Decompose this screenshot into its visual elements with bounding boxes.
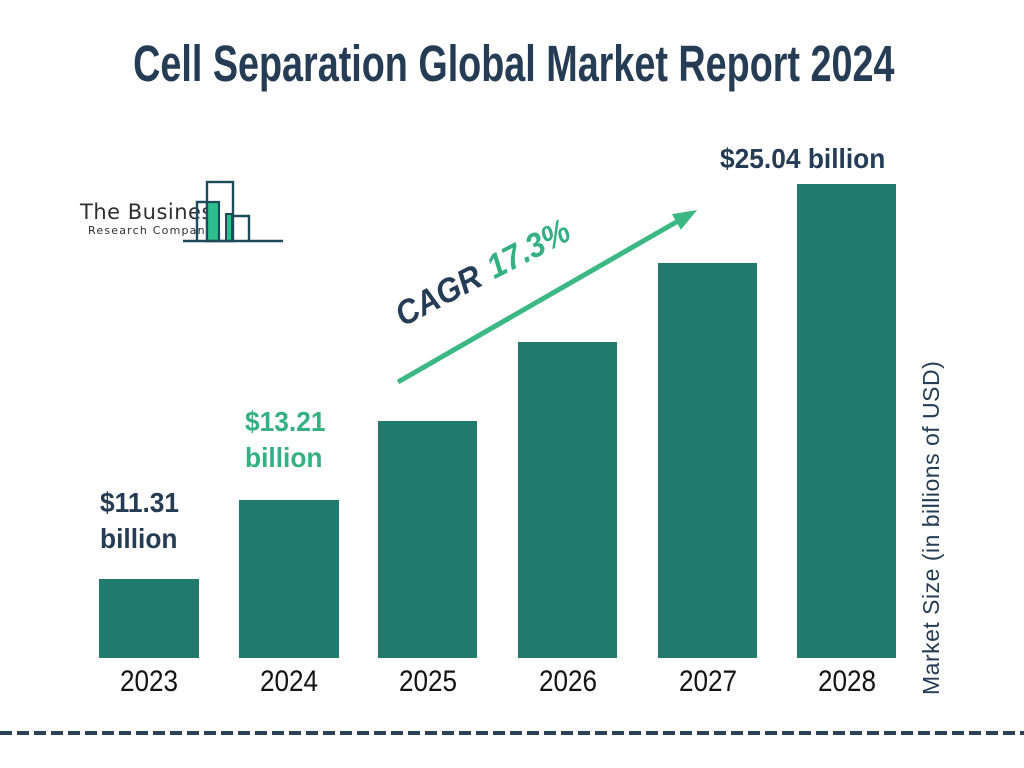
bar-2023: [99, 579, 199, 658]
bar-2028: [797, 184, 896, 658]
bar-2024: [239, 500, 339, 658]
value-label-2024: $13.21 billion: [245, 404, 326, 476]
x-tick-2028: 2028: [817, 665, 876, 698]
value-label-2028: $25.04 billion: [720, 143, 886, 174]
bottom-dashed-divider: [0, 731, 1024, 735]
x-tick-2023: 2023: [119, 665, 179, 698]
chart-title: Cell Separation Global Market Report 202…: [133, 35, 895, 92]
bar-2027: [658, 263, 757, 658]
value-label-2024-line1: $13.21: [245, 406, 326, 437]
value-label-2023-line2: billion: [100, 523, 178, 554]
brand-name-line1: The Business: [80, 200, 225, 224]
growth-arrow-icon: [390, 198, 712, 395]
brand-logo-text: The Business Research Company: [80, 200, 224, 237]
x-tick-2027: 2027: [678, 665, 737, 698]
value-label-2024-line2: billion: [245, 442, 323, 473]
logo-bars-icon: [183, 167, 285, 250]
y-axis-title: Market Size (in billions of USD): [918, 360, 944, 695]
value-label-2023: $11.31 billion: [100, 485, 179, 557]
x-tick-2026: 2026: [538, 665, 597, 698]
x-tick-2025: 2025: [398, 665, 457, 698]
x-tick-2024: 2024: [259, 665, 319, 698]
bar-2026: [518, 342, 617, 658]
value-label-2023-line1: $11.31: [100, 487, 180, 518]
brand-name-line2: Research Company: [88, 224, 214, 237]
bar-2025: [378, 421, 477, 658]
